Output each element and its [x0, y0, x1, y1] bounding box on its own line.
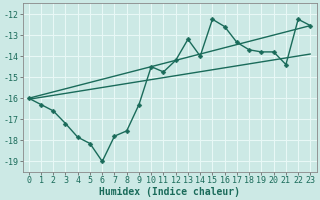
X-axis label: Humidex (Indice chaleur): Humidex (Indice chaleur)	[99, 186, 240, 197]
